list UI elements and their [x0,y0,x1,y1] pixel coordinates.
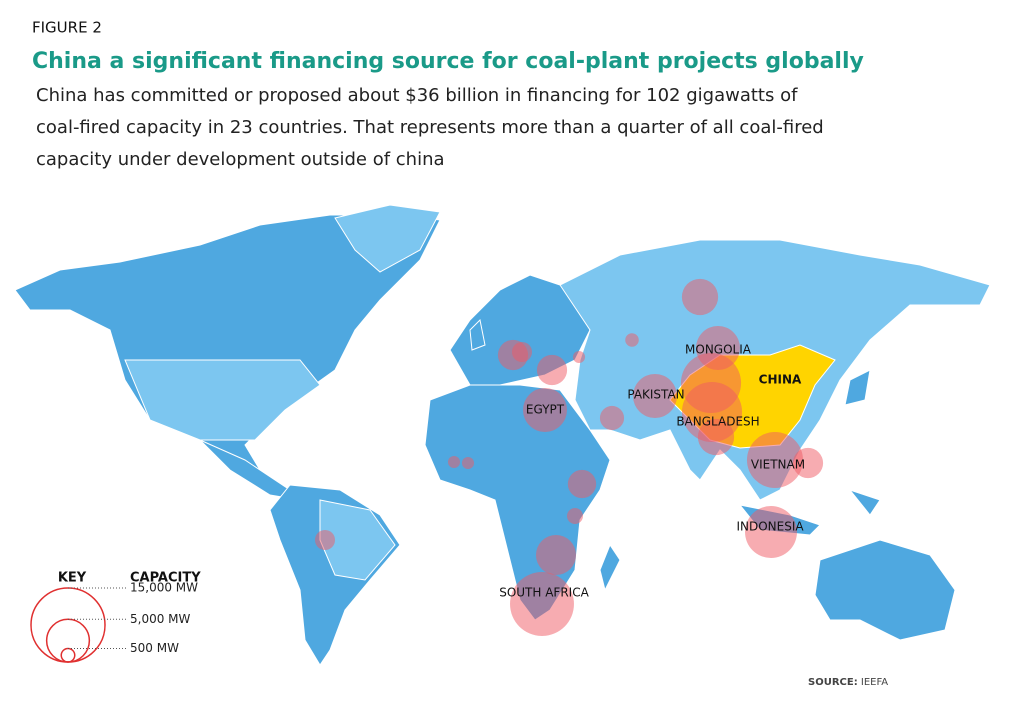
capacity-bubble [567,508,583,524]
capacity-bubble [745,506,797,558]
capacity-bubble [792,447,824,479]
key-circle [30,587,106,663]
title: China a significant financing source for… [32,49,864,74]
subtitle-line: China has committed or proposed about $3… [36,85,798,106]
key-circle [60,647,76,663]
capacity-bubble [535,534,577,576]
capacity-bubble [461,456,475,470]
capacity-bubble [572,350,586,364]
country-label: MONGOLIA [685,343,752,357]
bubbles [314,278,824,636]
usa [124,359,321,441]
source-label: SOURCE: [808,677,858,688]
key-circle [45,618,91,663]
key-column: CAPACITY [130,571,201,586]
capacity-bubble [314,529,336,551]
capacity-bubble [599,405,625,431]
capacity-bubble [681,278,719,316]
key-label: 15,000 MW [130,581,198,595]
country-label: SOUTH AFRICA [499,586,589,600]
country-label: EGYPT [526,403,565,417]
source-name: IEEFA [861,677,888,688]
capacity-bubble [746,431,804,489]
country-label: VIETNAM [751,458,805,472]
capacity-bubble [523,388,567,432]
japan [844,369,871,406]
uk [469,318,486,351]
country-label: CHINA [759,373,802,387]
key: 15,000 MW 5,000 MW 500 MW [30,581,198,663]
source: SOURCE: IEEFA [808,677,888,688]
key-label: 5,000 MW [130,612,191,626]
subtitle-line: coal-fired capacity in 23 countries. Tha… [36,117,824,138]
madagascar [599,543,621,592]
capacity-bubble [567,469,597,499]
key-title: KEY [58,571,87,586]
capacity-bubble [447,455,461,469]
country-label: PAKISTAN [627,388,684,402]
capacity-bubble [510,572,574,636]
key-label: 500 MW [130,641,179,655]
capacity-bubble [625,333,639,347]
country-label: BANGLADESH [676,415,759,429]
greenland [334,204,441,273]
australia [814,539,956,641]
capacity-bubble [697,418,735,456]
capacity-bubble [511,341,533,363]
subtitle-line: capacity under development outside of ch… [36,149,445,170]
capacity-bubble [536,354,568,386]
country-label: INDONESIA [736,520,804,534]
figure-number: FIGURE 2 [32,19,102,37]
country-labels: MONGOLIA CHINA PAKISTAN EGYPT BANGLADESH VIET… [499,343,805,600]
capacity-bubble [633,374,677,418]
